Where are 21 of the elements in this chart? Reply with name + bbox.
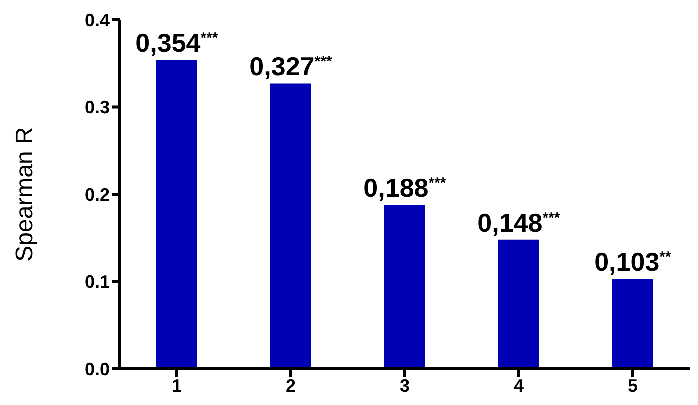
x-tick-label: 5 [628,376,638,396]
y-tick-label: 0.2 [84,184,110,205]
x-tick-label: 4 [514,376,524,396]
bar [156,60,198,369]
bar [498,240,540,369]
data-label: 0,148$^{***}$ [478,208,560,238]
data-label: 0,354$^{***}$ [136,28,218,58]
y-axis-title: Spearman R [12,127,39,262]
data-label: 0,103$^{**}$ [594,247,672,278]
x-tick-label: 2 [286,376,296,396]
bar [612,279,654,369]
data-label: 0,327$^{***}$ [250,52,332,82]
x-tick-label: 1 [172,376,182,396]
x-tick-label: 3 [400,376,410,396]
bar [270,84,312,369]
bar [384,204,426,369]
y-tick-label: 0.4 [84,10,110,30]
data-label: 0,188$^{***}$ [364,172,446,203]
y-tick-label: 0.1 [84,272,110,292]
y-tick-label: 0.3 [84,98,110,118]
y-tick-label: 0.0 [84,359,110,380]
